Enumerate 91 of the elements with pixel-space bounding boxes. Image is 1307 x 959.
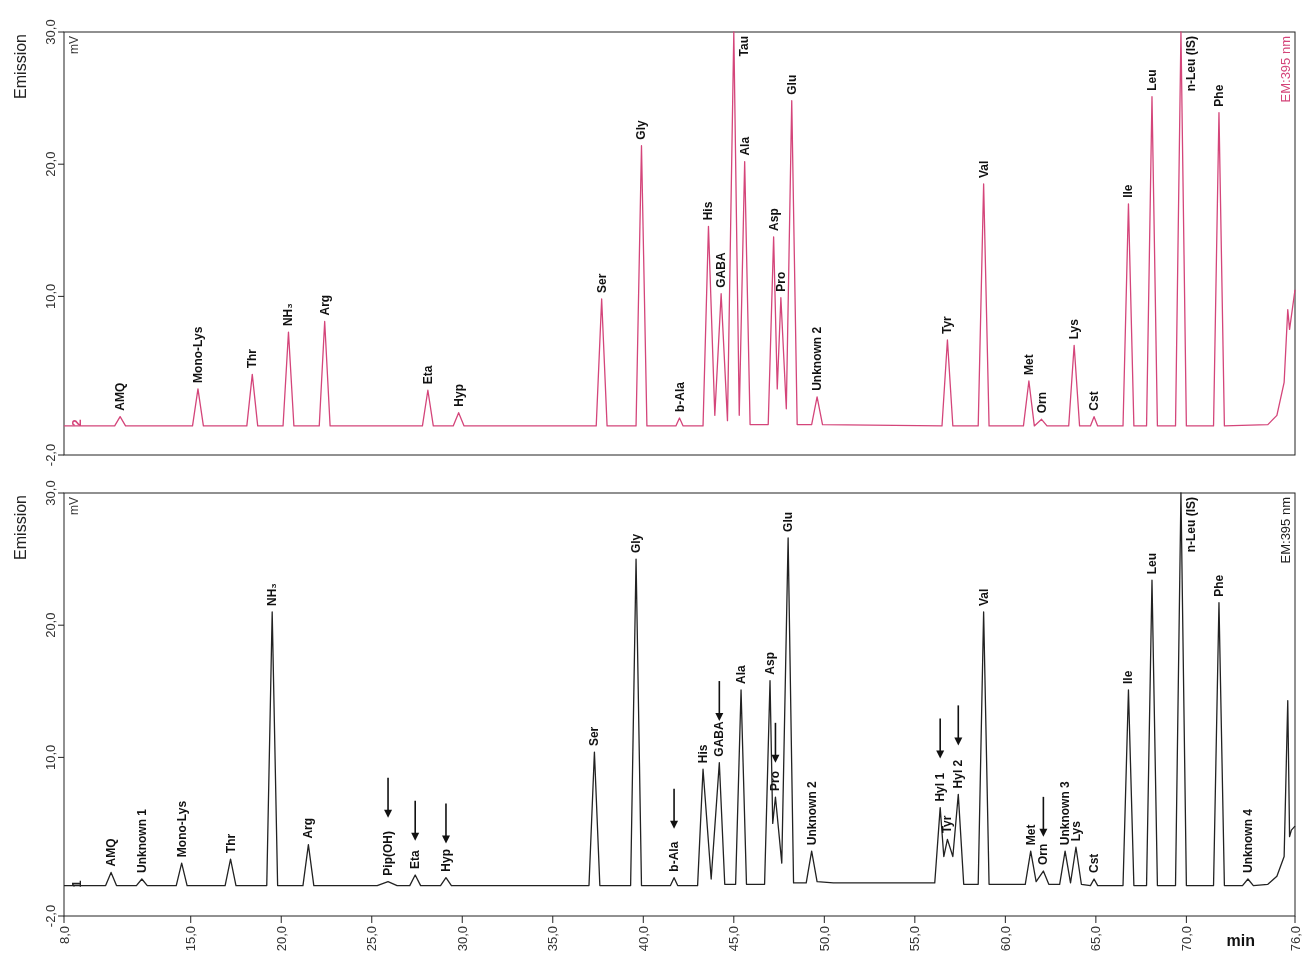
annotation: Ser	[594, 273, 609, 294]
x-tick-label: 65,0	[1088, 926, 1104, 952]
annotation: Glu	[781, 511, 796, 532]
y-tick-label: -2,0	[42, 443, 58, 467]
annotation: Ile	[1121, 184, 1136, 198]
annotation: Gly	[634, 120, 649, 140]
annotation: Ala	[734, 664, 749, 684]
x-tick-label: 60,0	[997, 926, 1013, 952]
line-series	[63, 31, 1296, 427]
y-tick-label: -2,0	[42, 904, 58, 928]
x-tick-label: 40,0	[635, 926, 651, 952]
annotation: Mono-Lys	[190, 326, 205, 383]
y-tick-label: 30,0	[42, 480, 58, 506]
annotation: GABA	[712, 721, 727, 757]
annotation: Lys	[1067, 318, 1082, 340]
annotation: Met	[1021, 354, 1036, 375]
annotation: Tyr	[940, 815, 955, 834]
annotation: EM:395 nm	[1277, 497, 1293, 564]
annotation: Gly	[629, 533, 644, 554]
annotation: Val	[976, 588, 991, 606]
annotation: Unknown 1	[134, 808, 149, 873]
annotation: Cst	[1087, 853, 1102, 873]
annotation: EM:395 nm	[1277, 36, 1293, 103]
annotation: Lys	[1068, 820, 1083, 842]
annotation: His	[696, 744, 711, 764]
x-axis-title: min	[1226, 932, 1255, 949]
annotation: Orn	[1036, 843, 1051, 866]
annotation: Mono-Lys	[174, 800, 189, 858]
annotation: Pro	[773, 271, 788, 292]
annotation: mV	[67, 497, 81, 515]
x-tick-label: 15,0	[183, 926, 199, 952]
annotation: Val	[976, 160, 991, 179]
x-tick-label: 70,0	[1178, 926, 1194, 952]
annotation: Eta	[408, 850, 423, 870]
x-tick-label: 55,0	[907, 926, 923, 952]
annotation: AMQ	[104, 838, 119, 867]
annotation: Tau	[736, 36, 751, 57]
annotation: Ile	[1121, 670, 1136, 684]
x-tick-label: 8,0	[56, 926, 72, 945]
x-tick-label: 76,0	[1287, 926, 1303, 952]
x-tick-label: 45,0	[726, 926, 742, 952]
annotation: Thr	[245, 348, 260, 369]
y-tick-label: 20,0	[42, 151, 58, 177]
y-tick-label: 20,0	[42, 612, 58, 638]
annotation: Hyl 2	[951, 759, 966, 789]
annotation: His	[701, 201, 716, 221]
annotation: Arg	[317, 294, 332, 316]
annotation: Glu	[784, 74, 799, 95]
annotation: NH₃	[281, 303, 296, 327]
annotation: AMQ	[113, 382, 128, 411]
y-tick-label: 10,0	[42, 283, 58, 310]
y-tick-label: 30,0	[42, 19, 58, 45]
x-tick-label: 20,0	[273, 926, 289, 952]
annotation: 2	[68, 419, 84, 427]
annotation: Tyr	[940, 315, 955, 334]
annotation: Leu	[1144, 552, 1159, 575]
annotation: Hyl 1	[933, 772, 948, 802]
annotation: GABA	[714, 252, 729, 288]
annotation: Asp	[763, 652, 778, 675]
annotation: b-Ala	[672, 381, 687, 412]
y-tick-label: 10,0	[42, 744, 58, 771]
annotation: Unknown 2	[804, 780, 819, 846]
annotation: n-Leu (IS)	[1183, 497, 1198, 553]
annotation: Asp	[766, 208, 781, 231]
x-tick-label: 30,0	[454, 926, 470, 952]
annotation: Unknown 4	[1240, 808, 1255, 873]
annotation: Cst	[1087, 391, 1102, 411]
y-axis-title: Emission	[11, 495, 29, 560]
annotation: mV	[67, 36, 81, 54]
annotation: Pro	[768, 771, 783, 792]
x-tick-label: 50,0	[816, 926, 832, 952]
annotation: Arg	[301, 817, 316, 839]
annotation: NH₃	[265, 583, 280, 606]
annotation: Phe	[1211, 574, 1226, 597]
annotation: b-Ala	[667, 841, 682, 872]
annotation: Unknown 2	[810, 326, 825, 391]
annotation: Ala	[737, 136, 752, 156]
y-axis-title: Emission	[11, 34, 29, 99]
annotation: Orn	[1034, 391, 1049, 414]
annotation: n-Leu (IS)	[1183, 36, 1198, 92]
annotation: Ser	[587, 726, 602, 747]
annotation: Met	[1023, 824, 1038, 846]
x-tick-label: 35,0	[545, 926, 561, 952]
annotation: Pip(OH)	[381, 830, 396, 876]
annotation: Thr	[223, 833, 238, 854]
annotation: Phe	[1211, 84, 1226, 107]
x-tick-label: 25,0	[364, 926, 380, 952]
annotation: Eta	[420, 365, 435, 385]
annotation: Leu	[1144, 69, 1159, 91]
annotation: Hyp	[451, 384, 466, 407]
annotation: Hyp	[438, 848, 453, 872]
